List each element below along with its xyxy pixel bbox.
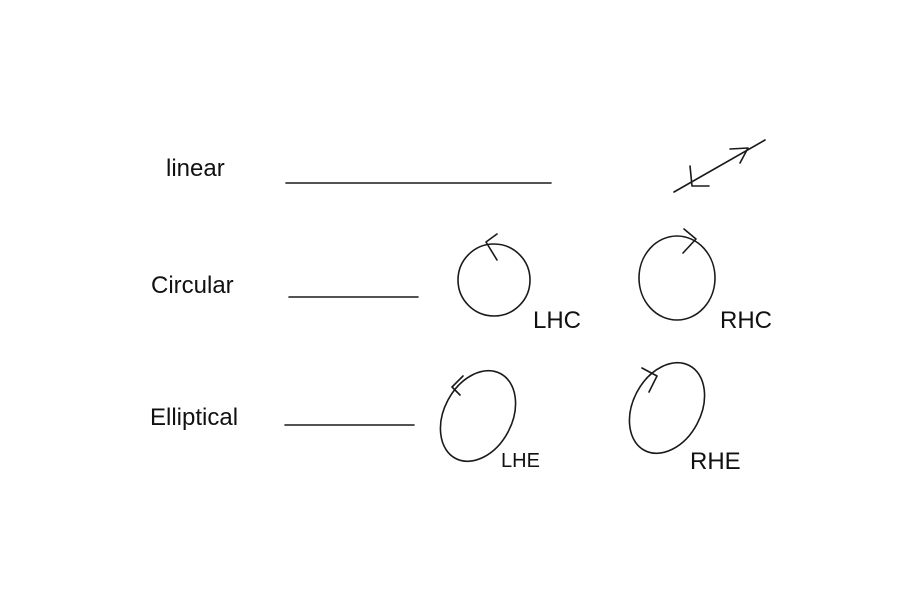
tag-rhe: RHE (690, 448, 741, 475)
row-linear: linear (166, 139, 766, 193)
row-elliptical: Elliptical LHE RHE (150, 361, 741, 475)
row-label-circular: Circular (151, 272, 234, 299)
lhc-circle-counterclockwise-icon (457, 233, 531, 317)
tag-rhc: RHC (720, 307, 772, 334)
lhe-ellipse-counterclockwise-icon (439, 369, 517, 463)
tag-lhe: LHE (501, 450, 540, 472)
tag-lhc: LHC (533, 307, 581, 334)
rhc-circle-clockwise-icon (638, 228, 716, 321)
row-label-linear: linear (166, 155, 225, 182)
rhe-ellipse-clockwise-icon (628, 361, 706, 455)
linear-polarization-icon (673, 139, 766, 193)
row-label-elliptical: Elliptical (150, 404, 238, 431)
row-circular: Circular LHC RHC (151, 228, 772, 334)
